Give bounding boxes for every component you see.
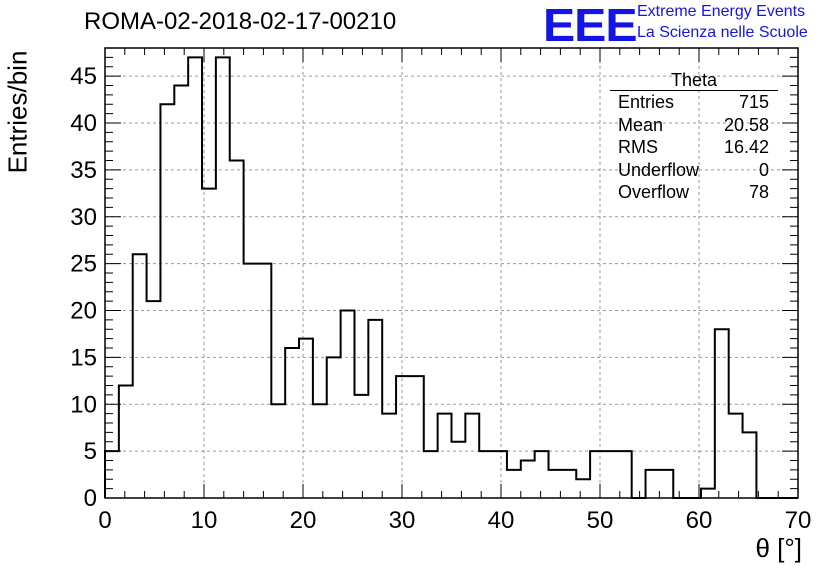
histogram-bin: [452, 442, 466, 498]
histogram-bin: [424, 451, 438, 498]
histogram-bin: [410, 376, 424, 498]
y-tick-label: 5: [84, 438, 97, 465]
histogram-bin: [715, 329, 729, 498]
histogram-bin: [299, 339, 313, 498]
histogram-bin: [133, 254, 147, 498]
stats-value: 78: [748, 182, 769, 203]
chart-title: ROMA-02-2018-02-17-00210: [84, 8, 397, 35]
histogram-bin: [576, 479, 590, 498]
stats-label: Underflow: [618, 159, 700, 180]
histogram-bin: [285, 348, 299, 498]
eee-logo: EEE: [543, 0, 638, 51]
y-tick-label: 25: [70, 251, 97, 278]
y-axis-label: Entries/bin: [2, 50, 33, 174]
histogram-bin: [590, 451, 604, 498]
histogram-bin: [604, 451, 618, 498]
stats-title: Theta: [610, 70, 778, 91]
histogram-bin: [438, 414, 452, 498]
stats-row-rms: RMS 16.42: [610, 136, 778, 159]
stats-box: Theta Entries 715 Mean 20.58 RMS 16.42 U…: [610, 70, 778, 204]
x-tick-label: 10: [191, 507, 218, 534]
histogram-bin: [147, 301, 161, 498]
histogram-bin: [216, 57, 230, 498]
histogram-bin: [382, 414, 396, 498]
y-tick-label: 30: [70, 204, 97, 231]
histogram-bin: [271, 404, 285, 498]
histogram-bin: [743, 432, 757, 498]
histogram-bin: [701, 489, 715, 498]
stats-value: 0: [758, 159, 769, 180]
histogram-bin: [562, 470, 576, 498]
histogram-bin: [396, 376, 410, 498]
logo-line-1: Extreme Energy Events: [637, 3, 806, 20]
stats-row-underflow: Underflow 0: [610, 159, 778, 182]
histogram-bin: [202, 189, 216, 498]
histogram-bin: [618, 451, 632, 498]
histogram-bin: [105, 451, 119, 498]
stats-value: 715: [738, 92, 769, 112]
y-tick-label: 20: [70, 298, 97, 325]
histogram-bin: [521, 461, 535, 499]
histogram-bin: [119, 386, 133, 499]
histogram-bin: [646, 470, 660, 498]
x-tick-label: 50: [587, 507, 614, 534]
x-tick-label: 60: [686, 507, 713, 534]
histogram-bin: [479, 451, 493, 498]
histogram-bin: [493, 451, 507, 498]
logo-line-2: La Scienza nelle Scuole: [637, 24, 808, 41]
histogram-bin: [230, 161, 244, 499]
y-tick-label: 0: [84, 485, 97, 512]
x-tick-label: 30: [389, 507, 416, 534]
stats-row-entries: Entries 715: [610, 91, 778, 114]
x-tick-label: 70: [785, 507, 812, 534]
x-tick-label: 20: [290, 507, 317, 534]
histogram-bin: [368, 320, 382, 498]
stats-value: 16.42: [723, 137, 769, 158]
stats-label: Overflow: [618, 182, 690, 203]
histogram-bin: [160, 104, 174, 498]
histogram-bin: [729, 414, 743, 498]
histogram-bin: [659, 470, 673, 498]
histogram-bin: [327, 357, 341, 498]
y-tick-label: 10: [70, 391, 97, 418]
x-tick-label: 40: [488, 507, 515, 534]
stats-label: Entries: [618, 92, 675, 112]
stats-label: Mean: [618, 114, 664, 135]
y-tick-label: 35: [70, 157, 97, 184]
histogram-bin: [174, 86, 188, 499]
y-tick-label: 45: [70, 63, 97, 90]
histogram-bin: [257, 264, 271, 498]
histogram-bin: [535, 451, 549, 498]
histogram-bin: [244, 264, 258, 498]
stats-row-mean: Mean 20.58: [610, 114, 778, 137]
histogram-bin: [465, 414, 479, 498]
y-tick-label: 40: [70, 110, 97, 137]
x-tick-label: 0: [98, 507, 111, 534]
y-tick-label: 15: [70, 344, 97, 371]
stats-value: 20.58: [723, 114, 769, 135]
histogram-bin: [507, 470, 521, 498]
histogram-bin: [354, 395, 368, 498]
histogram-bin: [313, 404, 327, 498]
histogram-bin: [188, 57, 202, 498]
stats-row-overflow: Overflow 78: [610, 181, 778, 204]
x-axis-label: θ [°]: [755, 533, 802, 563]
stats-label: RMS: [618, 137, 658, 158]
histogram-outline: [104, 56, 798, 499]
histogram-bin: [341, 311, 355, 499]
